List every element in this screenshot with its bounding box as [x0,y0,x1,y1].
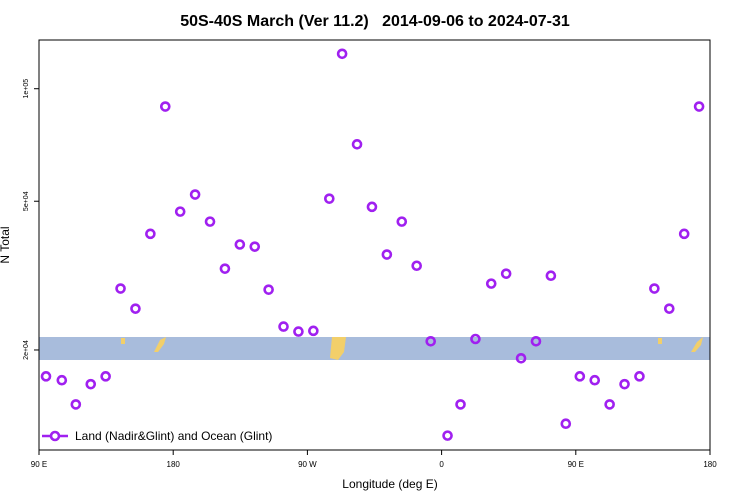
x-tick-label: 90 E [568,460,584,469]
point [425,335,437,347]
point [174,206,186,217]
point [545,270,557,282]
point [678,228,690,240]
point [100,371,111,382]
point [145,228,156,240]
plot-frame [38,39,711,451]
point [396,216,408,227]
y-tick-label: 1e+05 [23,79,30,99]
x-tick-label: 90 E [31,460,47,469]
x-tick-label: 180 [167,460,181,469]
x-axis-label: Longitude (deg E) [342,477,437,491]
point [115,283,126,294]
point [604,399,615,410]
point [249,241,261,252]
point [278,321,289,332]
point [56,374,68,386]
y-tick-label: 2e+04 [23,340,30,360]
point [308,325,319,337]
point [40,371,52,382]
x-tick-label: 0 [439,460,444,469]
point [189,189,201,200]
point [470,333,481,345]
point [263,284,274,295]
point [589,374,601,386]
point [663,303,675,314]
point [351,139,363,150]
point [219,263,231,274]
point [159,101,171,112]
land-ocean-band [39,337,710,360]
point [574,371,586,382]
point [530,335,542,347]
point [649,283,660,294]
point [442,430,453,441]
point [204,216,216,227]
point [634,371,645,382]
point [560,418,572,429]
point [693,101,705,112]
point [500,268,512,279]
point [485,278,497,289]
x-tick-label: 180 [703,460,717,469]
point [411,260,422,272]
legend-label: Land (Nadir&Glint) and Ocean (Glint) [75,429,272,443]
point [366,201,378,213]
point [234,239,246,250]
y-axis-label: N Total [0,226,12,263]
x-tick-label: 90 W [298,460,317,469]
point [130,303,141,314]
land-patches [121,337,703,360]
point [324,193,335,204]
point [619,378,630,390]
chart-title: 50S-40S March (Ver 11.2) 2014-09-06 to 2… [180,13,570,30]
point [85,378,97,390]
point [515,353,527,364]
legend-marker [49,430,61,442]
point [70,399,82,410]
point [381,249,393,260]
y-tick-label: 5e+04 [23,191,30,211]
point [336,48,348,60]
point [455,399,466,410]
point [293,326,304,337]
